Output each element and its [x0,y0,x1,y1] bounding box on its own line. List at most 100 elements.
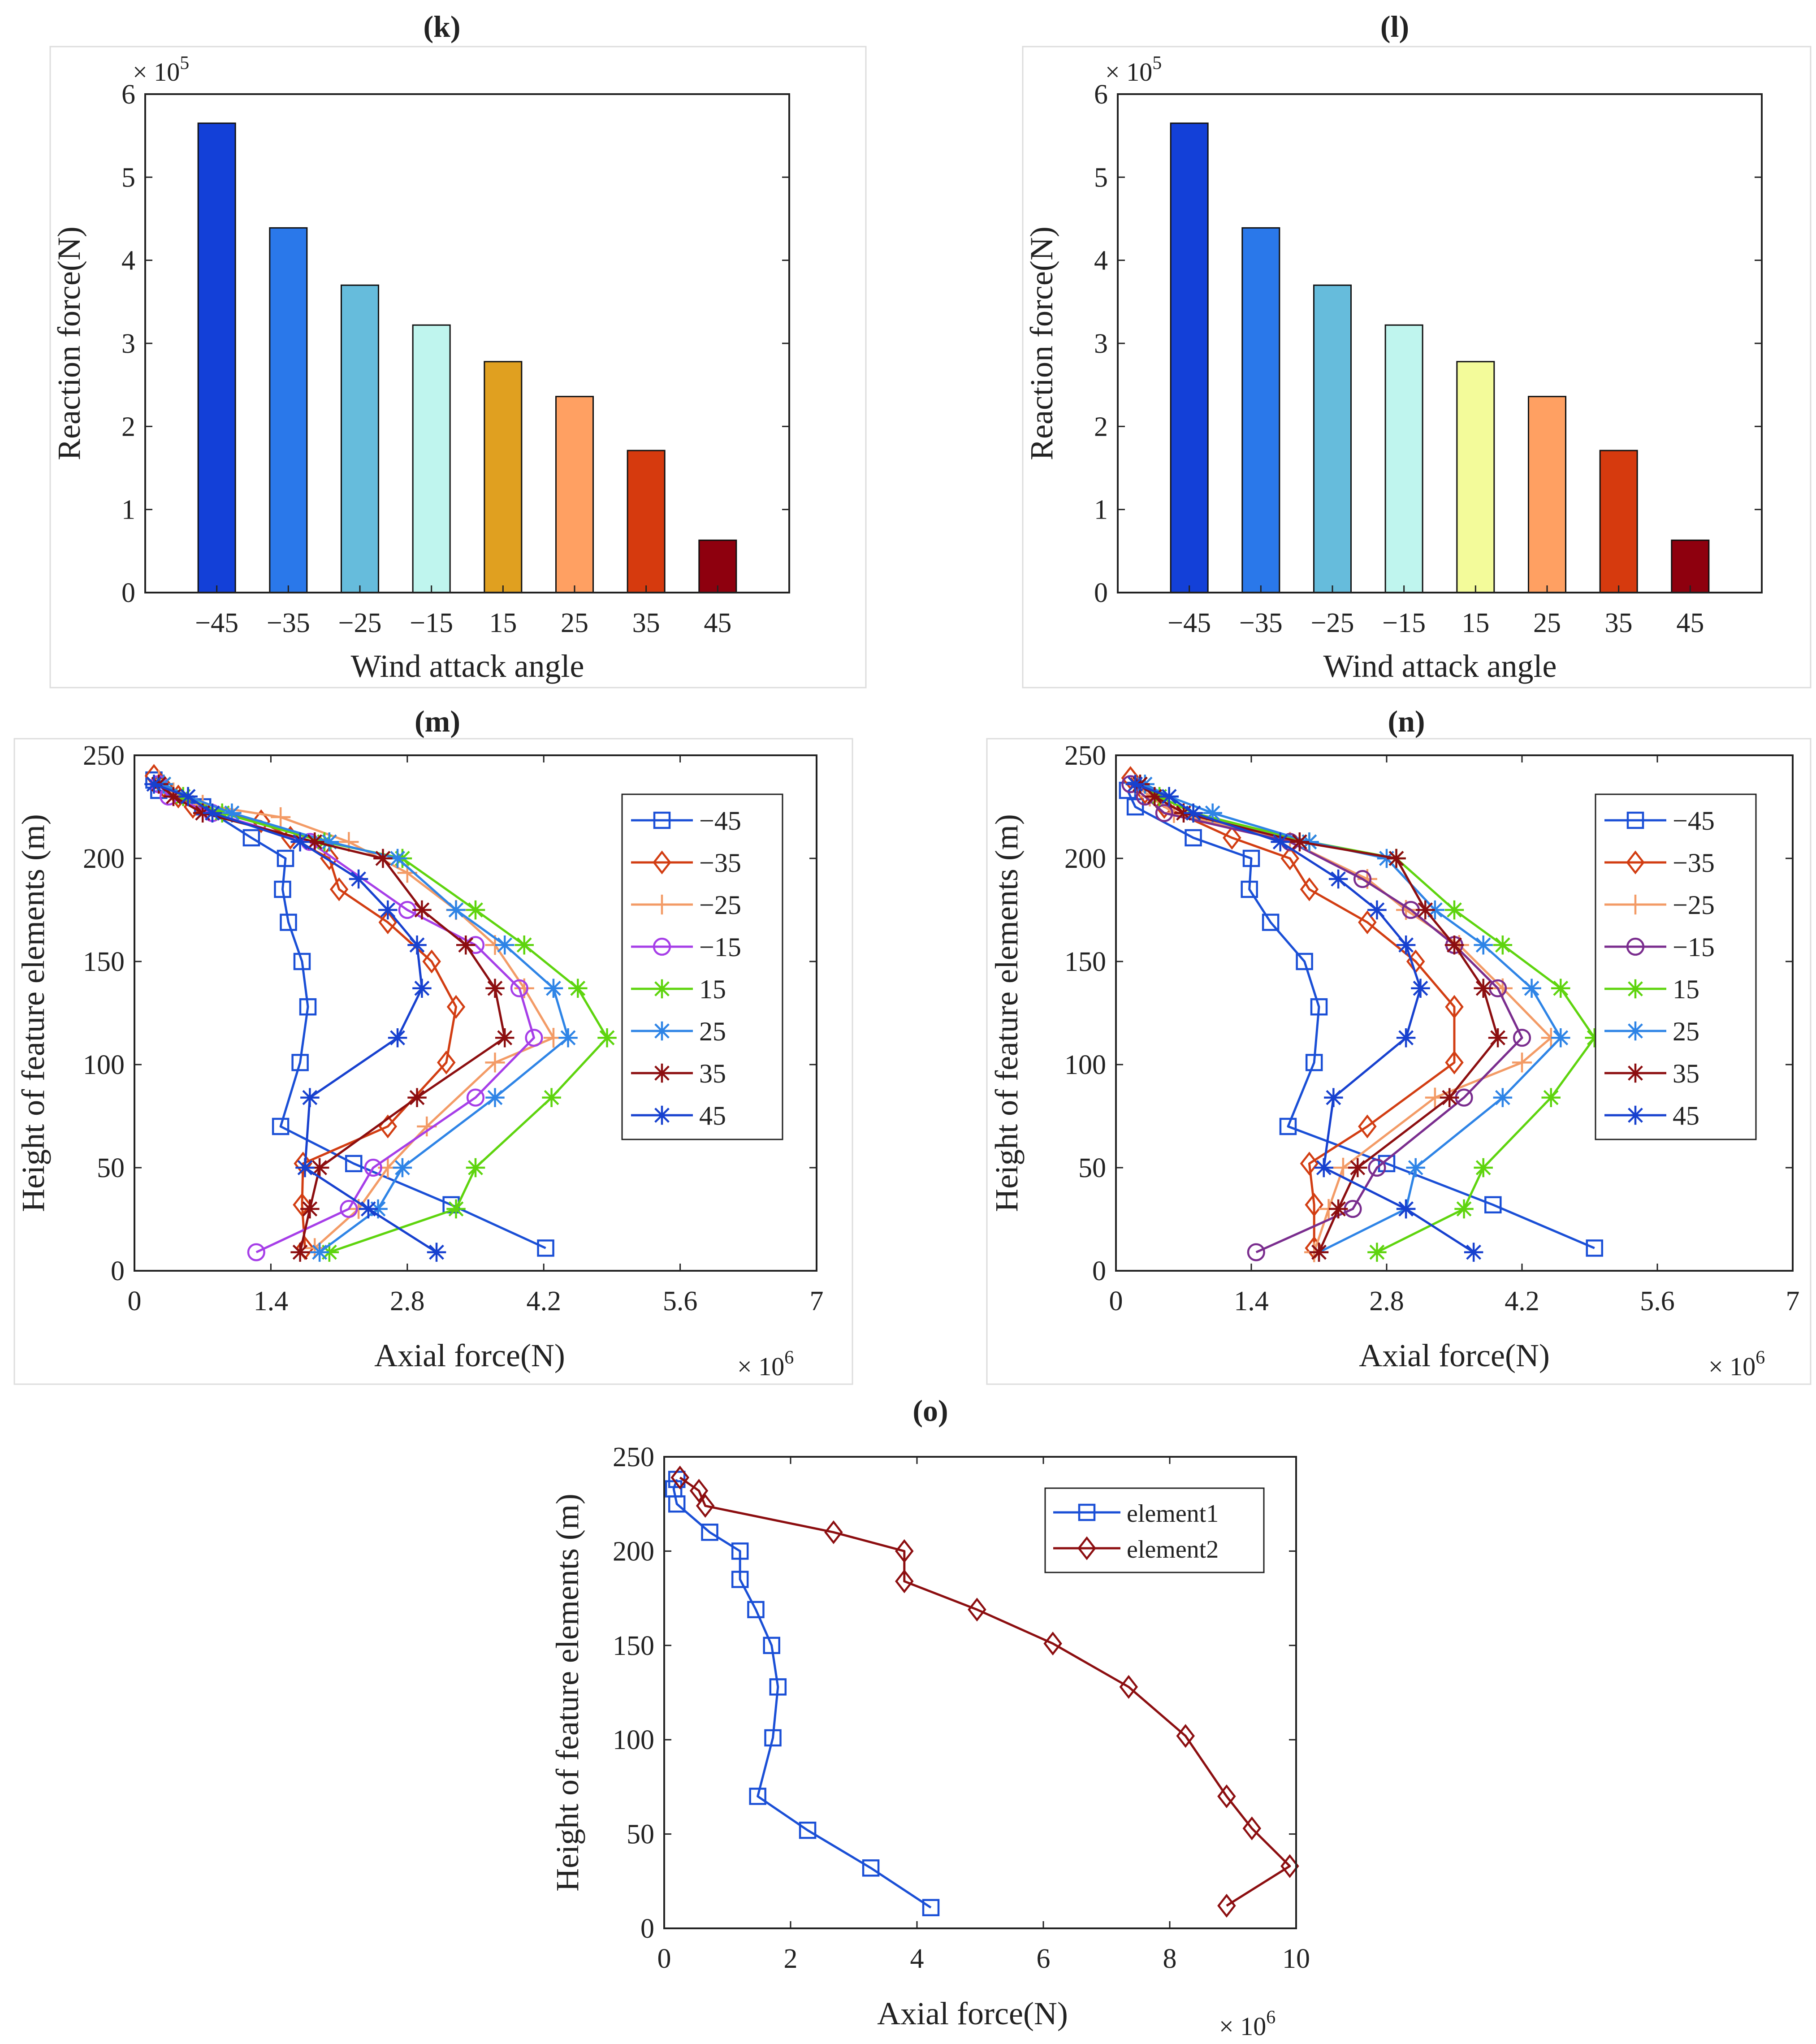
legend-label-m: −45 [699,806,741,836]
marker-n [1305,1054,1323,1071]
x-tick-label-n: 7 [1786,1286,1800,1316]
marker-n [1626,1105,1645,1125]
series-line-n [1129,777,1456,1248]
x-tick-label-m: 2.8 [390,1286,425,1316]
marker-n [1474,1158,1493,1178]
x-tick-label-o: 6 [1037,1944,1051,1974]
bar-k [340,284,380,593]
marker-o [1078,1503,1096,1521]
panel-label-o: (o) [912,1394,948,1428]
marker-n [1290,832,1310,852]
marker-n [1474,935,1493,955]
x-tick-label-l: −15 [1382,608,1426,638]
legend-label-m: −15 [699,932,741,962]
marker-o [731,1542,749,1560]
marker-m [294,1152,312,1176]
marker-o [1242,1816,1262,1840]
x-tick-label-n: 1.4 [1234,1286,1269,1316]
x-tick-label-n: 0 [1109,1286,1123,1316]
marker-o [749,1788,766,1805]
marker-n [1296,953,1313,970]
y-tick-label-k: 6 [121,79,135,110]
y-tick-label-m: 200 [83,844,125,874]
marker-m [466,1158,485,1178]
y-ticks-o: 0 50 100 150 200 250 [613,1442,1296,1944]
marker-o [689,1479,709,1503]
legend-n: −45 −35 −25 −15 15 25 35 45 [1595,793,1757,1140]
x-tick-label-o: 10 [1282,1944,1310,1974]
marker-m [329,877,349,901]
marker-m [437,1050,456,1075]
marker-o [731,1571,749,1588]
marker-m [393,1158,412,1178]
marker-n [1626,850,1645,875]
y-tick-label-n: 50 [1078,1153,1106,1183]
marker-o [1043,1631,1062,1656]
y-tick-label-k: 2 [121,411,135,442]
y-ticks-n: 0 50 100 150 200 250 [1064,741,1793,1286]
marker-m [300,1199,320,1219]
y-tick-label-n: 200 [1064,844,1106,874]
marker-n [1513,1029,1531,1047]
y-tick-label-l: 6 [1094,79,1108,110]
y-axis-label-k: Reaction force(N) [51,226,87,460]
x-tick-label-l: 15 [1461,608,1489,638]
marker-n [1411,979,1430,998]
marker-m [251,809,271,833]
x-tick-label-k: −25 [338,608,382,638]
y-tick-label-l: 4 [1094,246,1108,276]
marker-m [412,900,432,920]
marker-m [320,846,339,870]
marker-o [1280,1854,1299,1878]
marker-m [466,1088,485,1107]
marker-n [1445,1050,1464,1075]
marker-m [568,979,588,998]
bars-l [1170,122,1710,593]
marker-n [1203,803,1222,823]
marker-m [525,1029,543,1047]
y-tick-label-n: 250 [1064,741,1106,771]
marker-m [320,832,339,852]
marker-o [1217,1784,1236,1809]
marker-n [1271,832,1290,852]
marker-n [1406,1158,1425,1178]
marker-m [280,914,297,931]
x-tick-label-k: 35 [632,608,660,638]
marker-n [1367,900,1387,920]
marker-m [290,832,310,852]
marker-n [1488,1028,1508,1048]
x-tick-label-l: −35 [1239,608,1283,638]
legend-label-n: −35 [1673,848,1715,878]
marker-m [364,1158,382,1177]
y-tick-label-m: 0 [111,1256,125,1286]
legend-label-m: −25 [699,890,741,920]
marker-m [144,775,164,794]
marker-m [277,849,294,867]
marker-n [1522,979,1541,998]
x-axis-label-n: Axial force(N) [1359,1338,1550,1373]
marker-n [1328,869,1348,889]
series-m [144,764,617,1262]
marker-o [895,1539,914,1563]
marker-m [558,1028,578,1048]
marker-n [1626,811,1644,829]
y-tick-label-l: 2 [1094,411,1108,442]
bar-k [412,324,451,593]
marker-n [1512,1052,1532,1073]
marker-n [1367,1243,1387,1262]
x-tick-label-m: 7 [810,1286,824,1316]
marker-m [291,1054,309,1071]
bar-k [555,396,594,593]
x-axis-label-k: Wind attack angle [351,648,584,684]
series-o [665,1465,1299,1918]
y-tick-label-k: 5 [121,162,135,193]
panel-o: (o) 0 50 100 150 200 250 0 2 4 6 8 10 × 106 Axial … [549,1394,1310,2041]
y-tick-label-n: 0 [1092,1256,1106,1286]
marker-m [485,979,505,998]
x-multiplier-m: × 106 [737,1347,794,1381]
bar-l [1671,539,1710,593]
y-tick-label-k: 1 [121,495,135,525]
legend-o: element1 element2 [1044,1487,1265,1573]
